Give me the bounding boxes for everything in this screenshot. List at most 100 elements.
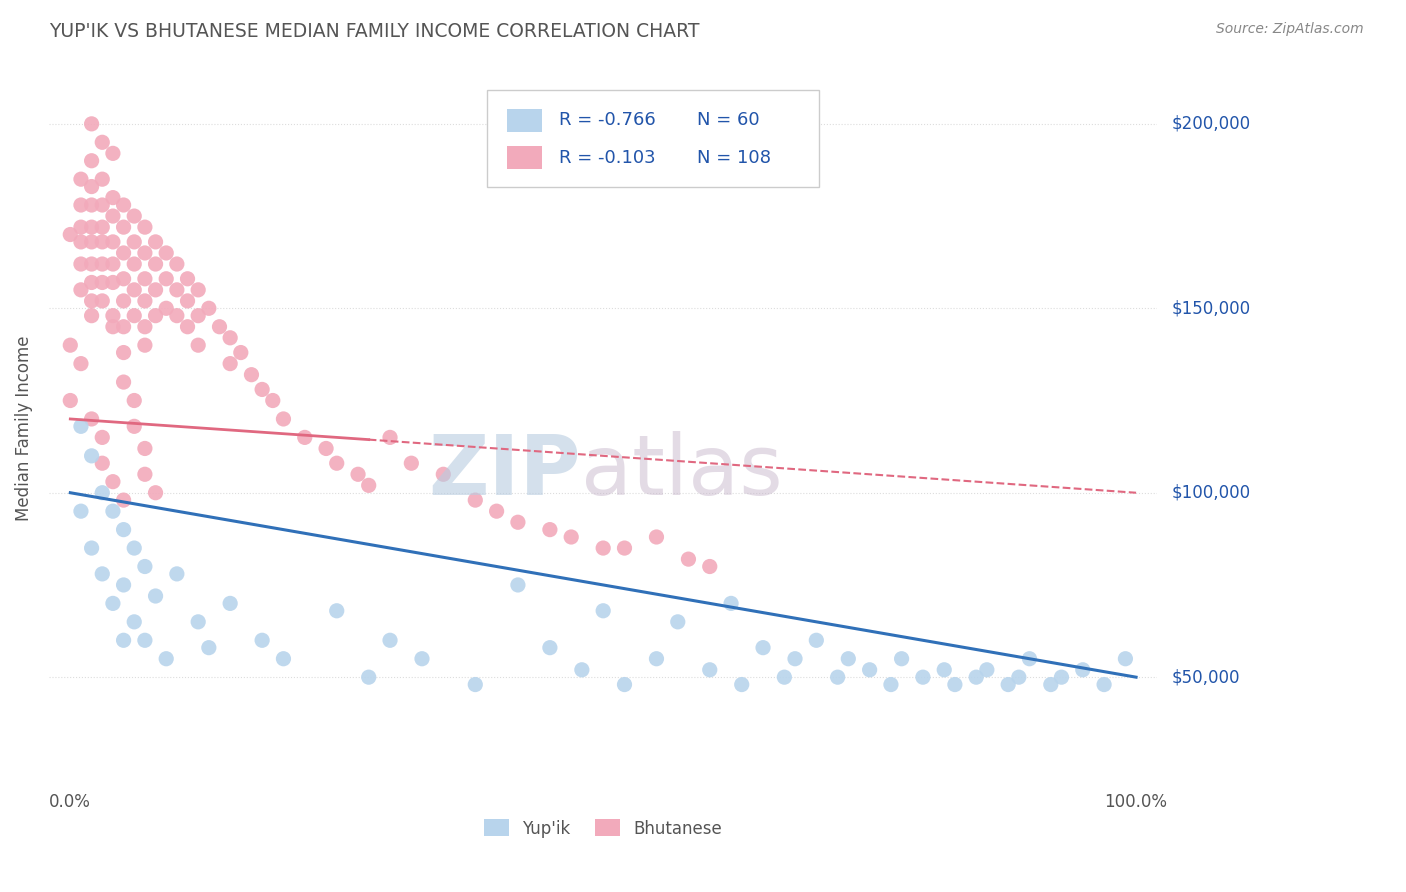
Point xyxy=(70,283,93,297)
Point xyxy=(155,272,177,286)
Point xyxy=(176,272,198,286)
Point xyxy=(837,651,859,665)
Point xyxy=(401,456,423,470)
Point xyxy=(325,604,347,618)
Point xyxy=(890,651,912,665)
Point xyxy=(592,604,614,618)
Point xyxy=(101,209,124,223)
Point xyxy=(432,467,454,482)
Point xyxy=(1092,677,1115,691)
Point xyxy=(145,283,167,297)
Point xyxy=(229,345,252,359)
Point xyxy=(538,640,561,655)
Point xyxy=(134,633,156,648)
Point xyxy=(70,357,93,371)
Point xyxy=(70,220,93,235)
Point xyxy=(859,663,882,677)
Point xyxy=(80,412,103,426)
Point xyxy=(112,293,135,308)
Point xyxy=(112,220,135,235)
Point xyxy=(80,198,103,212)
Point xyxy=(166,257,188,271)
Point xyxy=(155,246,177,260)
Point xyxy=(613,541,636,555)
Point xyxy=(250,633,273,648)
Point xyxy=(70,257,93,271)
Point xyxy=(378,633,401,648)
Point xyxy=(122,615,145,629)
Point xyxy=(678,552,700,566)
Point xyxy=(997,677,1019,691)
Point xyxy=(411,651,433,665)
Point xyxy=(198,301,221,316)
Point xyxy=(80,220,103,235)
Point xyxy=(80,293,103,308)
Text: R = -0.103: R = -0.103 xyxy=(558,149,655,167)
Point xyxy=(145,257,167,271)
Point xyxy=(752,640,775,655)
Text: $50,000: $50,000 xyxy=(1171,668,1240,686)
Point xyxy=(112,578,135,592)
Point xyxy=(294,430,316,444)
Point xyxy=(134,559,156,574)
Point xyxy=(134,246,156,260)
Point xyxy=(806,633,828,648)
Text: ZIP: ZIP xyxy=(429,431,581,512)
Point xyxy=(176,293,198,308)
Point xyxy=(91,257,114,271)
Point xyxy=(1050,670,1073,684)
Point xyxy=(134,442,156,456)
Point xyxy=(91,172,114,186)
Point xyxy=(198,640,221,655)
Point xyxy=(315,442,337,456)
Point xyxy=(101,257,124,271)
Point xyxy=(91,430,114,444)
Point xyxy=(911,670,934,684)
Point xyxy=(70,504,93,518)
Point xyxy=(166,566,188,581)
Point xyxy=(506,578,529,592)
Point xyxy=(91,293,114,308)
Point xyxy=(560,530,582,544)
Point xyxy=(325,456,347,470)
Point xyxy=(827,670,849,684)
Point xyxy=(112,493,135,508)
Point xyxy=(166,283,188,297)
FancyBboxPatch shape xyxy=(506,146,543,169)
Point xyxy=(965,670,987,684)
FancyBboxPatch shape xyxy=(506,109,543,132)
Point xyxy=(187,338,209,352)
Point xyxy=(122,257,145,271)
Y-axis label: Median Family Income: Median Family Income xyxy=(15,335,32,521)
Text: atlas: atlas xyxy=(581,431,783,512)
Text: N = 60: N = 60 xyxy=(697,112,772,129)
Point xyxy=(112,319,135,334)
Point xyxy=(59,393,82,408)
Point xyxy=(720,596,742,610)
Point xyxy=(112,633,135,648)
Point xyxy=(145,309,167,323)
Point xyxy=(101,319,124,334)
Point xyxy=(208,319,231,334)
Legend: Yup'ik, Bhutanese: Yup'ik, Bhutanese xyxy=(477,813,730,844)
Point xyxy=(773,670,796,684)
Point xyxy=(1008,670,1031,684)
Point xyxy=(101,309,124,323)
Point xyxy=(122,209,145,223)
Text: R = -0.766: R = -0.766 xyxy=(558,112,655,129)
Point xyxy=(91,220,114,235)
Point xyxy=(80,153,103,168)
Point xyxy=(464,493,486,508)
Point xyxy=(80,276,103,290)
Point xyxy=(240,368,263,382)
Point xyxy=(112,272,135,286)
Point xyxy=(219,596,242,610)
Point xyxy=(187,283,209,297)
Point xyxy=(145,485,167,500)
Point xyxy=(112,345,135,359)
Point xyxy=(699,559,721,574)
Point xyxy=(122,541,145,555)
Point xyxy=(976,663,998,677)
Point xyxy=(645,651,668,665)
Point xyxy=(101,504,124,518)
